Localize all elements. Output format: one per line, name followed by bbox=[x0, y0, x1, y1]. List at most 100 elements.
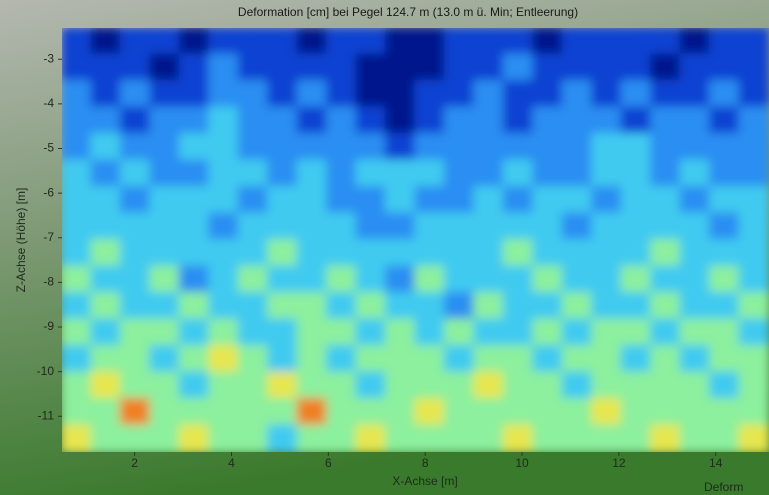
heatmap-cell bbox=[356, 133, 387, 162]
heatmap-cell bbox=[739, 292, 769, 321]
heatmap-cell bbox=[297, 54, 328, 83]
heatmap-cell bbox=[267, 239, 298, 268]
heatmap-cell bbox=[297, 345, 328, 374]
heatmap-cell bbox=[149, 266, 180, 295]
heatmap-cell bbox=[356, 80, 387, 109]
heatmap-cell bbox=[415, 27, 446, 56]
heatmap-cell bbox=[61, 425, 92, 454]
heatmap-cell bbox=[90, 292, 121, 321]
heatmap-cell bbox=[473, 54, 504, 83]
heatmap-cell bbox=[650, 266, 681, 295]
heatmap-cell bbox=[267, 107, 298, 136]
heatmap-cell bbox=[532, 345, 563, 374]
heatmap-cell bbox=[120, 319, 151, 348]
x-tick-label: 8 bbox=[422, 456, 429, 470]
heatmap-cell bbox=[709, 80, 740, 109]
heatmap-cell bbox=[208, 292, 239, 321]
heatmap-cell bbox=[326, 266, 357, 295]
heatmap-cell bbox=[120, 186, 151, 215]
heatmap-cell bbox=[739, 133, 769, 162]
heatmap-cell bbox=[591, 160, 622, 189]
heatmap-cell bbox=[297, 266, 328, 295]
heatmap-cell bbox=[532, 398, 563, 427]
heatmap-cell bbox=[208, 398, 239, 427]
heatmap-cell bbox=[179, 345, 210, 374]
heatmap-cell bbox=[356, 372, 387, 401]
heatmap-cell bbox=[179, 398, 210, 427]
heatmap-cell bbox=[621, 372, 652, 401]
heatmap-cell bbox=[562, 345, 593, 374]
heatmap-cell bbox=[739, 107, 769, 136]
heatmap-cell bbox=[739, 160, 769, 189]
heatmap-cell bbox=[267, 292, 298, 321]
heatmap-cell bbox=[532, 292, 563, 321]
heatmap-cell bbox=[61, 345, 92, 374]
heatmap-cell bbox=[444, 345, 475, 374]
heatmap-cell bbox=[385, 27, 416, 56]
heatmap-cell bbox=[326, 319, 357, 348]
heatmap-cell bbox=[503, 27, 534, 56]
heatmap-cell bbox=[61, 54, 92, 83]
heatmap-cell bbox=[415, 266, 446, 295]
heatmap-cell bbox=[385, 186, 416, 215]
x-axis-label: X-Achse [m] bbox=[392, 474, 457, 488]
heatmap-cell bbox=[562, 213, 593, 242]
heatmap-cell bbox=[238, 398, 269, 427]
heatmap-cell bbox=[503, 107, 534, 136]
heatmap-cell bbox=[591, 372, 622, 401]
heatmap-cell bbox=[503, 160, 534, 189]
heatmap-cell bbox=[415, 239, 446, 268]
heatmap-cell bbox=[297, 186, 328, 215]
heatmap-cell bbox=[591, 345, 622, 374]
heatmap-cell bbox=[444, 133, 475, 162]
heatmap-cell bbox=[473, 372, 504, 401]
x-tick-label: 4 bbox=[228, 456, 235, 470]
y-tick-label: -11 bbox=[38, 408, 55, 422]
heatmap-cell bbox=[709, 372, 740, 401]
heatmap-cell bbox=[709, 186, 740, 215]
heatmap-cell bbox=[591, 266, 622, 295]
heatmap-cell bbox=[326, 133, 357, 162]
heatmap-cell bbox=[621, 107, 652, 136]
heatmap-cell bbox=[532, 266, 563, 295]
heatmap-cell bbox=[238, 80, 269, 109]
heatmap-cell bbox=[503, 319, 534, 348]
heatmap-cell bbox=[415, 133, 446, 162]
heatmap-cell bbox=[297, 372, 328, 401]
heatmap-cell bbox=[739, 80, 769, 109]
heatmap-cell bbox=[650, 292, 681, 321]
heatmap-cell bbox=[415, 160, 446, 189]
heatmap-cell bbox=[120, 372, 151, 401]
heatmap-cell bbox=[444, 425, 475, 454]
heatmap-cell bbox=[238, 160, 269, 189]
heatmap-cell bbox=[385, 160, 416, 189]
heatmap-cell bbox=[90, 54, 121, 83]
heatmap-cell bbox=[385, 398, 416, 427]
heatmap-cell bbox=[385, 80, 416, 109]
heatmap-cell bbox=[179, 186, 210, 215]
heatmap-cell bbox=[120, 80, 151, 109]
heatmap-cell bbox=[709, 54, 740, 83]
heatmap-cell bbox=[385, 425, 416, 454]
heatmap-cell bbox=[90, 160, 121, 189]
heatmap-cell bbox=[709, 213, 740, 242]
heatmap-cell bbox=[120, 133, 151, 162]
heatmap-cell bbox=[532, 27, 563, 56]
heatmap-cell bbox=[61, 319, 92, 348]
heatmap-cell bbox=[208, 266, 239, 295]
heatmap-cell bbox=[621, 345, 652, 374]
heatmap-cell bbox=[149, 345, 180, 374]
heatmap-cell bbox=[90, 80, 121, 109]
heatmap-cell bbox=[179, 372, 210, 401]
chart-title: Deformation [cm] bei Pegel 124.7 m (13.0… bbox=[238, 5, 578, 19]
heatmap-cell bbox=[120, 398, 151, 427]
heatmap-cell bbox=[356, 27, 387, 56]
heatmap-cell bbox=[179, 213, 210, 242]
x-tick-label: 10 bbox=[515, 456, 529, 470]
heatmap-cell bbox=[650, 372, 681, 401]
heatmap-cell bbox=[326, 27, 357, 56]
heatmap-cell bbox=[267, 345, 298, 374]
heatmap-cell bbox=[591, 292, 622, 321]
heatmap-cell bbox=[179, 27, 210, 56]
heatmap-cell bbox=[650, 80, 681, 109]
